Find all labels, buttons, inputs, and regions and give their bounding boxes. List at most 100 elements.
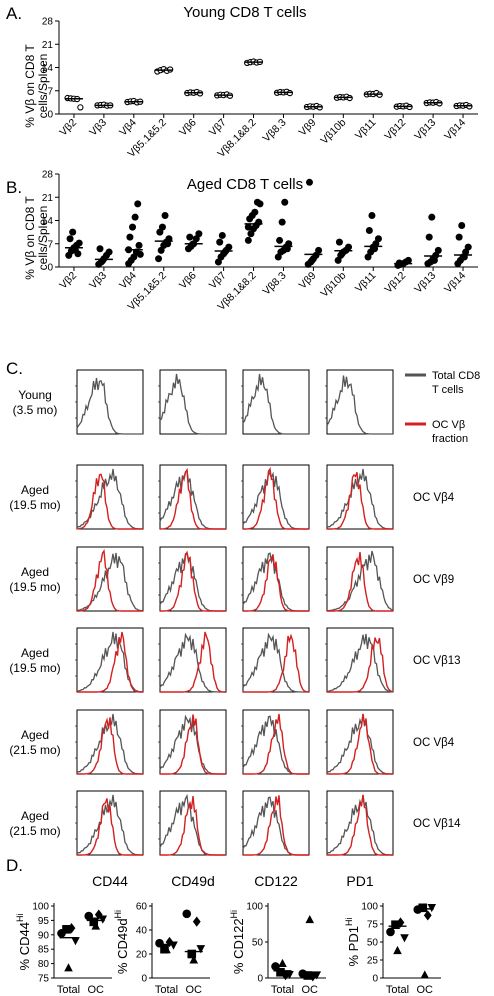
panel-d-ytick-label: 75 [367,920,379,931]
panel-b-ytick-label: 28 [42,170,54,181]
panel-a-xtick-label: Vβ10b [318,117,348,147]
panel-b-point [164,240,172,248]
row-label-line2: (19.5 mo) [9,661,60,675]
panel-b-point [216,238,224,246]
panel-b-point [455,233,463,241]
total-cd8-histogram [326,468,393,530]
panel-b-xtick-label: Vβ3 [87,270,109,292]
row-label-line1: Young [18,388,52,402]
marker-triangle-up [189,955,199,964]
panel-b-point [374,235,382,243]
panel-d-ytick-label: 85 [38,945,50,956]
panel-a-ytick-label: 14 [42,63,54,74]
panel-b-point [131,213,139,221]
panel-d-xtick-label: OC [88,984,105,996]
marker-triangle-up [305,914,315,924]
panel-a-ylabel-1: % Vβ on CD8 T [23,44,37,128]
panel-d-ytick-label: 95 [38,916,50,927]
panel-b-point [430,256,438,264]
panel-b-point [365,226,373,234]
panel-b-point [69,228,77,236]
marker-triangle-down [71,937,80,946]
panel-a-xtick-label: Vβ2 [57,117,79,139]
panel-a-ytick-label: 0 [47,110,53,121]
panel-a-ytick-label: 7 [47,86,53,97]
panel-b-point [66,235,74,243]
panel-b: B. Aged CD8 T cells % Vβ on CD8 T cells/… [6,170,478,313]
panel-d-xtick-label: Total [57,984,80,996]
panel-b-point [458,221,466,229]
panel-b-point [74,250,82,258]
panel-d-ytick-label: 0 [257,974,263,985]
oc-vbeta-histogram [77,717,143,775]
panel-b-point [434,246,442,254]
panel-d-ytick-label: 50 [367,938,379,949]
row-right-label: OC Vβ14 [413,818,461,830]
panel-b-point [221,248,229,256]
oc-vbeta-histogram [327,794,393,856]
panel-d-xtick-label: Total [155,984,178,996]
row-label-line2: (19.5 mo) [9,498,60,512]
panel-a-xtick-label: Vβ11 [353,117,379,143]
legend-oc-label-2: fraction [432,433,468,445]
panel-a-point [77,104,84,111]
panel-b-point [305,178,313,186]
oc-vbeta-histogram [243,795,309,856]
panel-b-point [315,246,323,254]
row-right-label: OC Vβ4 [413,492,455,504]
oc-vbeta-histogram [243,713,309,775]
column-label: CD49d [171,873,215,889]
column-label: CD44 [92,873,128,889]
panel-b-xtick-label: Vβ9 [297,270,319,292]
panel-b-point [136,250,144,258]
panel-b-xtick-label: Vβ4 [117,270,139,292]
oc-vbeta-histogram [327,472,393,530]
row-label-line2: (19.5 mo) [9,580,60,594]
panel-d-ytick-label: 50 [252,938,264,949]
panel-a: A. Young CD8 T cells % Vβ on CD8 T cells… [6,4,478,160]
panel-b-point [464,243,472,251]
panel-d-ylabel: % CD44Hi [15,914,32,971]
panel-b-point [281,198,289,206]
marker-triangle-up [91,921,101,930]
panel-c-histogram-grid: Young(3.5 mo)Aged(19.5 mo) OC Vβ4Aged(19.… [9,369,461,889]
panel-d-ytick-label: 75 [38,974,50,985]
panel-b-point [244,236,252,244]
panel-b-point [425,233,433,241]
panel-b-point [134,200,142,208]
column-label: CD122 [254,873,298,889]
oc-vbeta-histogram [159,468,226,530]
marker-triangle-up [420,970,430,979]
total-cd8-histogram [242,632,309,693]
row-right-label: OC Vβ9 [413,574,454,586]
oc-vbeta-histogram [77,798,143,856]
total-cd8-histogram [76,552,144,612]
marker-square [418,903,428,913]
oc-vbeta-histogram [76,473,143,530]
oc-vbeta-histogram [160,796,226,856]
panel-d-xtick-label: Total [386,984,409,996]
panel-b-title: Aged CD8 T cells [187,176,303,193]
panel-a-letter: A. [6,4,22,23]
panel-b-ylabel-2: cells/Spleen [36,206,50,271]
panel-d-ytick-label: 40 [136,926,148,937]
panel-a-xtick-label: Vβ6 [177,117,199,139]
row-label-line2: (21.5 mo) [9,824,60,838]
marker-square [276,967,285,977]
panel-b-point [338,250,346,258]
marker-circle [182,909,192,919]
total-cd8-histogram [326,713,393,775]
panel-b-xtick-label: Vβ12 [382,270,408,296]
panel-b-point [75,239,83,247]
panel-b-point [255,218,263,226]
panel-b-point [368,212,376,220]
marker-triangle-up [393,945,402,955]
panel-b-point [276,236,284,244]
panel-b-point [186,233,194,241]
panel-c-letter: C. [6,359,23,378]
panel-d-ytick-label: 0 [141,974,147,985]
oc-vbeta-histogram [243,554,309,612]
